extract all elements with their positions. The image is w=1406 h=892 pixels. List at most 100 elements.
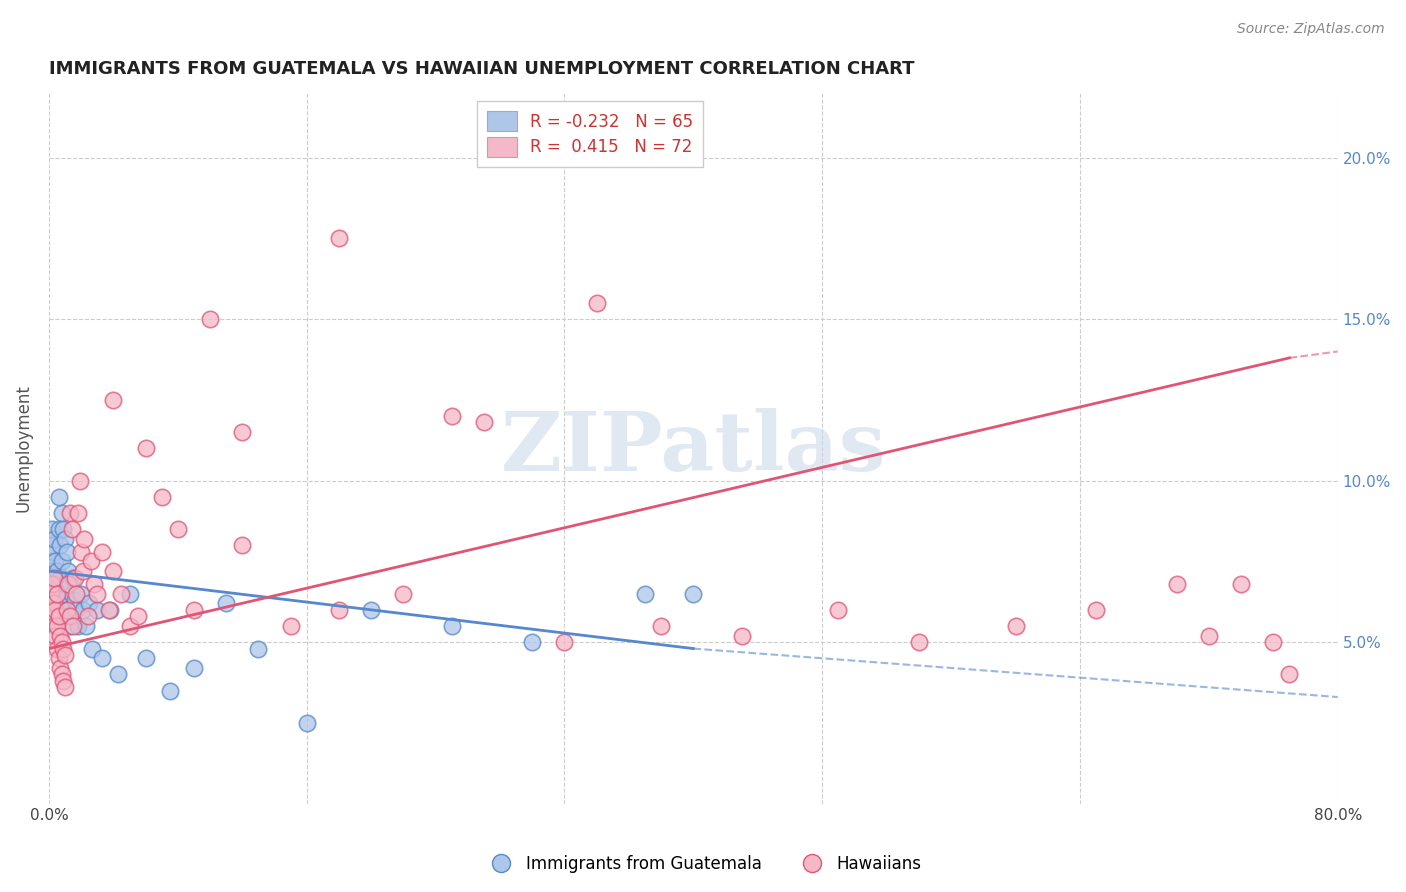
Point — [63, 570, 86, 584]
Point — [42, 570, 65, 584]
Point — [1263, 635, 1285, 649]
Point — [41, 587, 63, 601]
Point — [1230, 577, 1253, 591]
Point — [73, 532, 96, 546]
Point — [52, 673, 75, 688]
Point — [86, 587, 108, 601]
Point — [65, 603, 87, 617]
Point — [53, 681, 76, 695]
Point — [166, 522, 188, 536]
Point — [49, 609, 72, 624]
Point — [63, 593, 86, 607]
Point — [440, 409, 463, 423]
Point — [49, 661, 72, 675]
Point — [42, 587, 65, 601]
Point — [328, 231, 350, 245]
Point — [231, 425, 253, 440]
Point — [1004, 619, 1026, 633]
Point — [42, 532, 65, 546]
Point — [360, 603, 382, 617]
Point — [39, 577, 62, 591]
Point — [553, 635, 575, 649]
Point — [42, 603, 65, 617]
Point — [53, 648, 76, 662]
Point — [52, 587, 75, 601]
Point — [75, 619, 97, 633]
Point — [65, 587, 87, 601]
Point — [908, 635, 931, 649]
Point — [82, 641, 104, 656]
Point — [55, 603, 77, 617]
Point — [1085, 603, 1108, 617]
Point — [39, 570, 62, 584]
Point — [650, 619, 672, 633]
Point — [62, 619, 84, 633]
Point — [440, 619, 463, 633]
Point — [49, 629, 72, 643]
Point — [58, 577, 80, 591]
Point — [46, 603, 69, 617]
Point — [48, 651, 70, 665]
Point — [62, 570, 84, 584]
Point — [72, 603, 94, 617]
Point — [46, 587, 69, 601]
Point — [42, 619, 65, 633]
Point — [58, 609, 80, 624]
Point — [127, 609, 149, 624]
Point — [48, 577, 70, 591]
Point — [295, 715, 318, 730]
Point — [682, 587, 704, 601]
Text: IMMIGRANTS FROM GUATEMALA VS HAWAIIAN UNEMPLOYMENT CORRELATION CHART: IMMIGRANTS FROM GUATEMALA VS HAWAIIAN UN… — [49, 60, 914, 78]
Y-axis label: Unemployment: Unemployment — [15, 384, 32, 512]
Point — [51, 596, 73, 610]
Point — [1166, 577, 1188, 591]
Point — [103, 564, 125, 578]
Point — [392, 587, 415, 601]
Point — [1198, 629, 1220, 643]
Point — [46, 619, 69, 633]
Point — [98, 603, 121, 617]
Legend: R = -0.232   N = 65, R =  0.415   N = 72: R = -0.232 N = 65, R = 0.415 N = 72 — [477, 102, 703, 167]
Point — [66, 506, 89, 520]
Point — [42, 596, 65, 610]
Point — [77, 596, 100, 610]
Point — [60, 522, 83, 536]
Point — [41, 609, 63, 624]
Point — [86, 603, 108, 617]
Text: ZIPatlas: ZIPatlas — [501, 409, 886, 488]
Point — [44, 577, 66, 591]
Point — [51, 554, 73, 568]
Point — [52, 522, 75, 536]
Point — [48, 490, 70, 504]
Point — [49, 570, 72, 584]
Point — [46, 619, 69, 633]
Point — [80, 554, 103, 568]
Legend: Immigrants from Guatemala, Hawaiians: Immigrants from Guatemala, Hawaiians — [478, 848, 928, 880]
Point — [46, 641, 69, 656]
Point — [59, 577, 82, 591]
Point — [58, 564, 80, 578]
Point — [110, 587, 132, 601]
Point — [44, 554, 66, 568]
Point — [51, 635, 73, 649]
Point — [76, 609, 98, 624]
Point — [135, 442, 157, 456]
Point — [55, 603, 77, 617]
Point — [472, 416, 495, 430]
Point — [53, 577, 76, 591]
Point — [69, 474, 91, 488]
Point — [159, 683, 181, 698]
Point — [70, 544, 93, 558]
Point — [107, 667, 129, 681]
Point — [66, 619, 89, 633]
Point — [41, 538, 63, 552]
Point — [118, 619, 141, 633]
Point — [280, 619, 302, 633]
Point — [44, 629, 66, 643]
Point — [97, 603, 120, 617]
Point — [183, 603, 205, 617]
Point — [55, 544, 77, 558]
Point — [83, 577, 105, 591]
Point — [49, 538, 72, 552]
Point — [39, 587, 62, 601]
